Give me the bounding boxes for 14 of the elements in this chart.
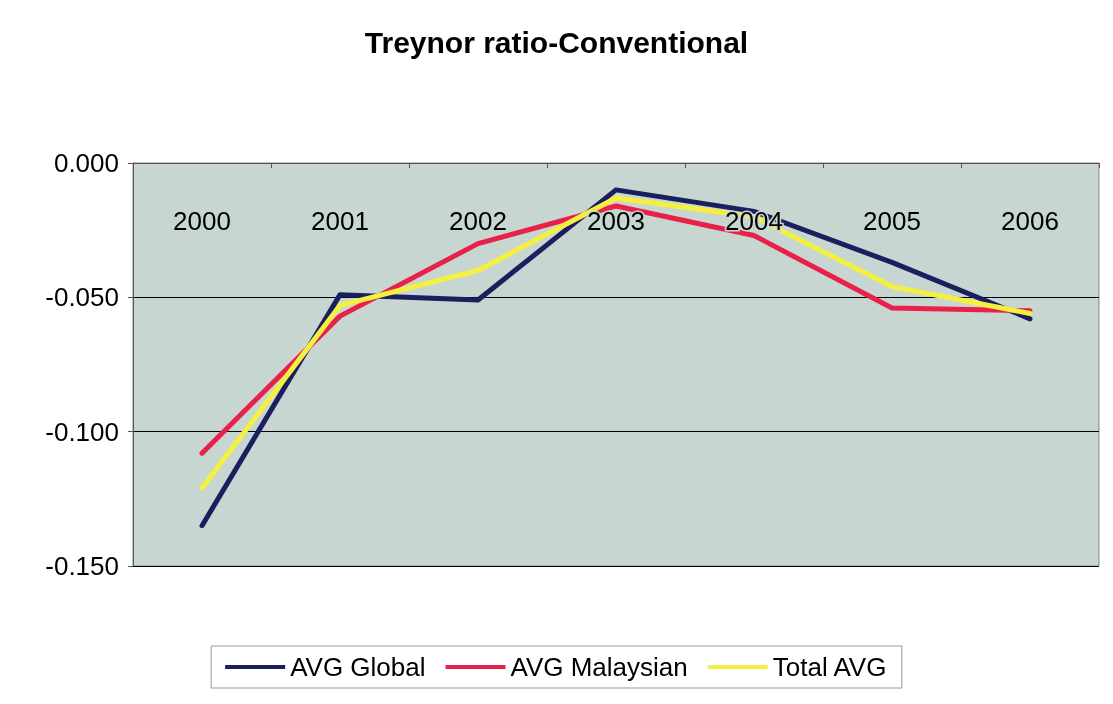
y-tick-label: 0.000: [53, 148, 119, 178]
x-tick-label: 2002: [449, 206, 507, 236]
chart-title: Treynor ratio-Conventional: [364, 25, 749, 59]
legend-label: AVG Malaysian: [510, 652, 688, 682]
x-tick-label: 2000: [173, 206, 231, 236]
x-tick-label: 2003: [587, 206, 645, 236]
y-tick-label: -0.100: [45, 416, 119, 447]
legend-label: Total AVG: [772, 652, 887, 682]
legend-label: AVG Global: [290, 652, 426, 682]
x-tick-label: 2006: [1001, 206, 1059, 236]
x-tick-label: 2001: [311, 206, 369, 236]
y-tick-label: -0.150: [45, 551, 119, 581]
y-tick-label: -0.050: [45, 282, 119, 313]
x-tick-label: 2005: [863, 206, 921, 236]
